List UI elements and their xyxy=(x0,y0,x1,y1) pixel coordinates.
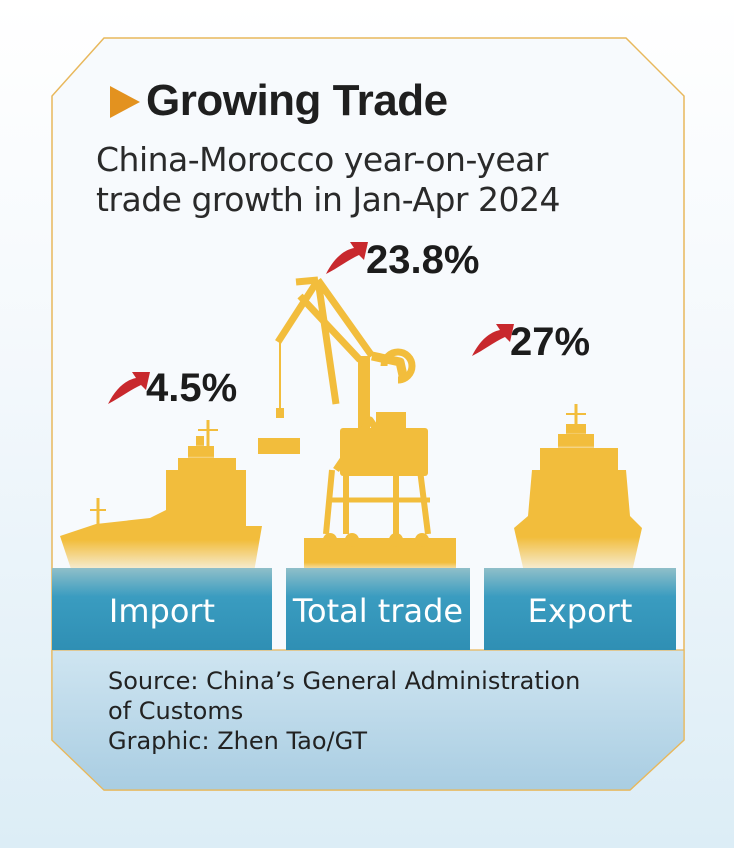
cargo-ship-icon xyxy=(514,404,642,572)
dock-block-export xyxy=(484,568,676,650)
dock-block-total-trade xyxy=(286,568,470,650)
value-label-export: 27% xyxy=(510,320,591,364)
chart-subtitle: China-Morocco year-on-year trade growth … xyxy=(96,140,560,220)
crane-parts xyxy=(258,348,456,572)
category-label-export: Export xyxy=(527,592,633,630)
value-label-total-trade: 23.8% xyxy=(366,238,480,282)
up-arrow-icon xyxy=(108,372,150,404)
category-label-total-trade: Total trade xyxy=(292,592,464,630)
category-label-import: Import xyxy=(108,592,216,630)
up-arrow-icon xyxy=(326,242,368,274)
credit-line: Graphic: Zhen Tao/GT xyxy=(108,727,368,755)
up-arrow-icon xyxy=(472,324,514,356)
value-label-import: 4.5% xyxy=(146,366,238,410)
cargo-ship-icon xyxy=(60,420,262,572)
chart-title-text: Growing Trade xyxy=(146,76,448,125)
source-line-2: of Customs xyxy=(108,697,244,725)
subtitle-line-2: trade growth in Jan-Apr 2024 xyxy=(96,180,560,219)
footer-band xyxy=(51,649,685,791)
source-line-1: Source: China’s General Administration xyxy=(108,667,581,695)
source-note: Source: China’s General Administration o… xyxy=(108,666,580,756)
play-triangle-icon xyxy=(110,86,140,118)
chart-title: Growing Trade xyxy=(110,76,448,126)
subtitle-line-1: China-Morocco year-on-year xyxy=(96,140,548,179)
dock-block-import xyxy=(52,568,272,650)
